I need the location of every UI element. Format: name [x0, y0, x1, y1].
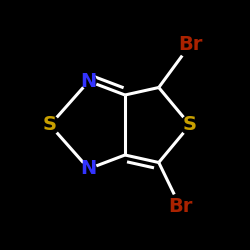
Text: N: N	[80, 159, 97, 178]
Text: S: S	[183, 116, 197, 134]
Text: N: N	[80, 72, 97, 91]
Circle shape	[81, 161, 96, 176]
Text: Br: Br	[178, 36, 202, 54]
Circle shape	[180, 116, 200, 134]
Circle shape	[81, 74, 96, 89]
Text: Br: Br	[168, 197, 192, 216]
Circle shape	[178, 32, 203, 58]
Circle shape	[40, 116, 60, 134]
Circle shape	[168, 194, 192, 219]
Text: S: S	[43, 116, 57, 134]
